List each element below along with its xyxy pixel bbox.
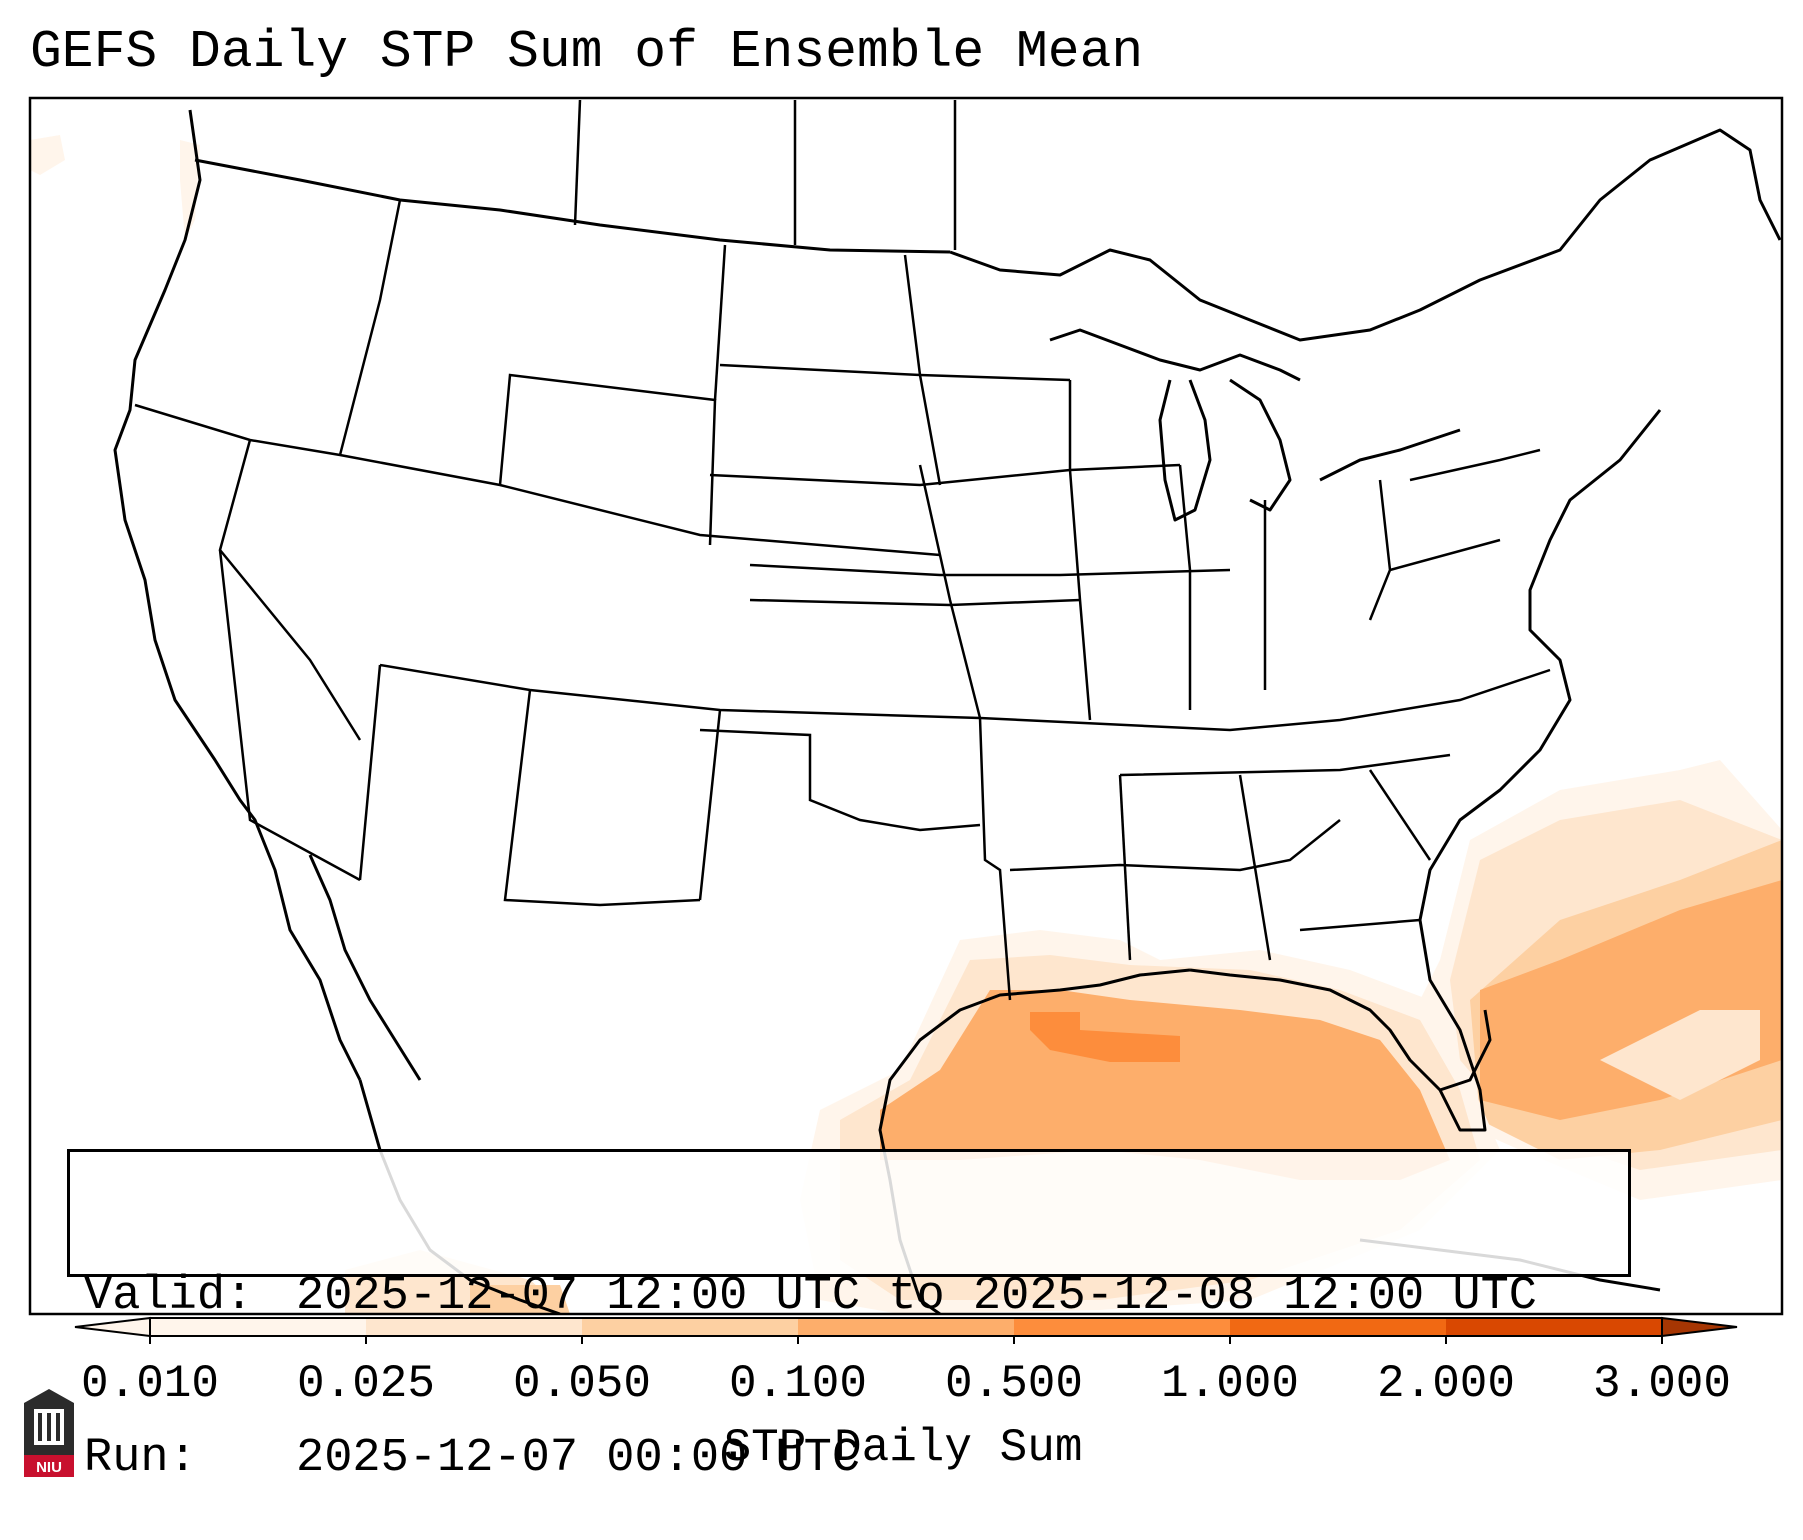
colorbar-title: STP Daily Sum [723,1422,1083,1474]
colorbar-segment [366,1318,583,1336]
colorbar-tick-label: 0.050 [512,1358,652,1410]
colorbar-tick-label: 3.000 [1592,1358,1732,1410]
state-boundaries [134,99,1551,1001]
colorbar [74,1316,1738,1344]
run-line: Run: 2025-12-07 00:00 UTC [84,1432,1628,1486]
map-title: GEFS Daily STP Sum of Ensemble Mean [30,22,1144,82]
colorbar-segment [1446,1318,1663,1336]
colorbar-tick-label: 0.500 [944,1358,1084,1410]
valid-line: Valid: 2025-12-07 12:00 UTC to 2025-12-08… [84,1270,1628,1324]
colorbar-segment [150,1318,367,1336]
colorbar-tick-label: 0.010 [80,1358,220,1410]
coastlines-and-borders [113,109,1782,1314]
colorbar-tick-label: 0.025 [296,1358,436,1410]
colorbar-tick-label: 1.000 [1160,1358,1300,1410]
run-value: 2025-12-07 00:00 UTC [296,1432,861,1485]
valid-label: Valid: [84,1270,254,1323]
colorbar-extend-high [1661,1316,1738,1338]
colorbar-ticks [149,1336,1663,1344]
map-frame [28,96,1784,1316]
colorbar-segment [798,1318,1015,1336]
niu-logo: NIU [24,1389,74,1477]
valid-run-info-box: Valid: 2025-12-07 12:00 UTC to 2025-12-08… [67,1149,1631,1485]
colorbar-segment [1014,1318,1231,1336]
colorbar-tick-label: 0.100 [728,1358,868,1410]
colorbar-segments [150,1318,1663,1336]
run-label: Run: [84,1432,197,1485]
valid-value: 2025-12-07 12:00 UTC to 2025-12-08 12:00… [296,1270,1538,1323]
colorbar-tick-label: 2.000 [1376,1358,1516,1410]
colorbar-segment [1230,1318,1447,1336]
colorbar-border [149,1317,1663,1337]
svg-text:NIU: NIU [36,1459,62,1476]
colorbar-segment [582,1318,799,1336]
